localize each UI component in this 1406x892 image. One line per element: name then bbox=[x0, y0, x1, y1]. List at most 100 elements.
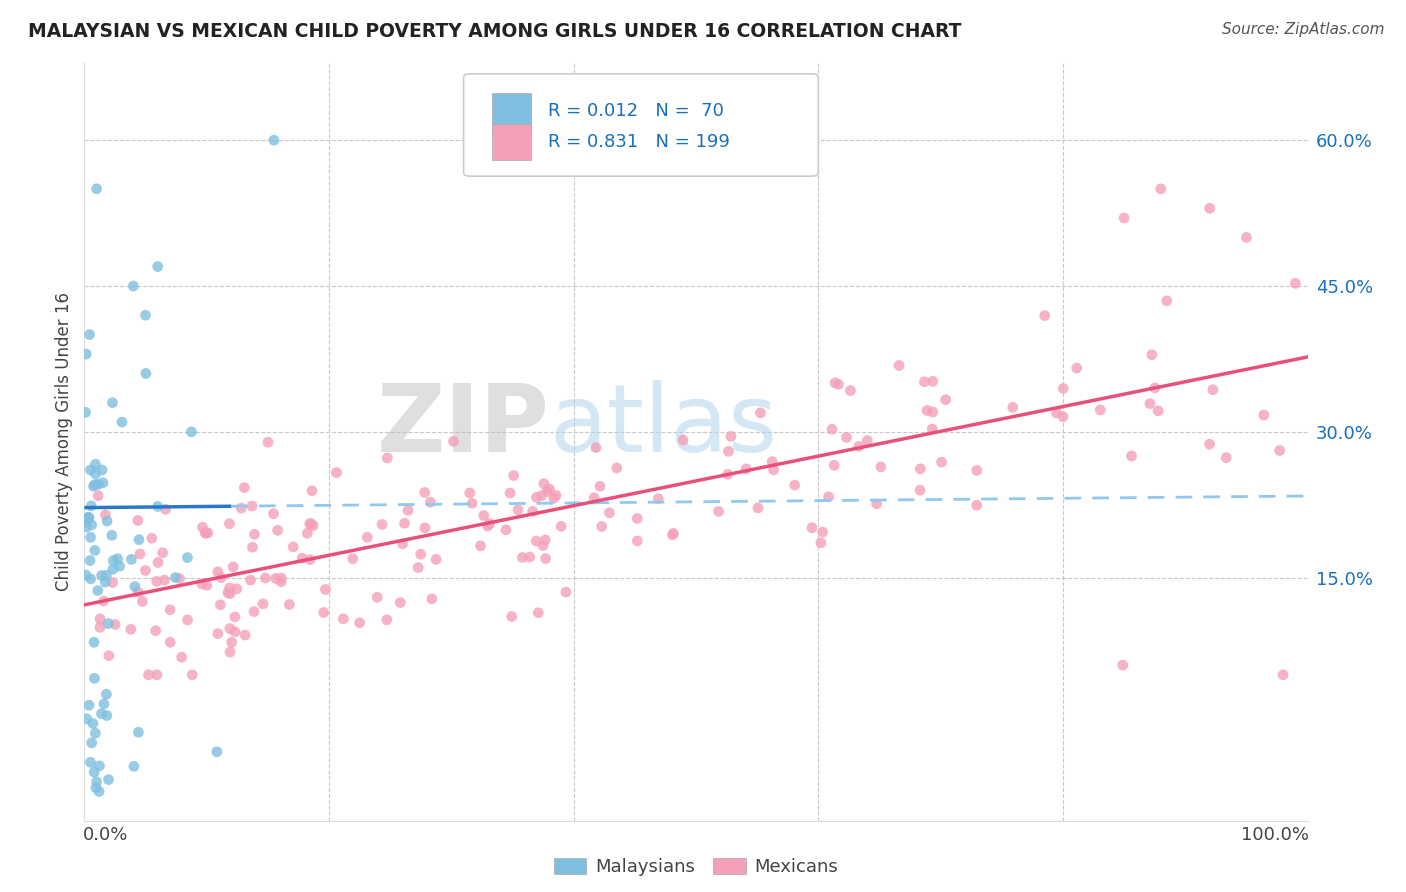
Text: ZIP: ZIP bbox=[377, 380, 550, 473]
Point bbox=[1268, 443, 1291, 458]
Point bbox=[302, 518, 325, 533]
Point bbox=[1066, 361, 1088, 376]
Point bbox=[821, 422, 844, 436]
Point bbox=[127, 725, 149, 739]
Point bbox=[606, 461, 628, 475]
Point bbox=[921, 422, 943, 436]
Point bbox=[233, 481, 256, 495]
Point bbox=[810, 536, 832, 550]
Point bbox=[128, 533, 150, 547]
Point bbox=[77, 512, 100, 526]
Point bbox=[406, 560, 429, 574]
Point bbox=[93, 697, 115, 711]
Point bbox=[135, 308, 157, 322]
Point bbox=[127, 514, 149, 528]
Point bbox=[312, 606, 335, 620]
Point bbox=[522, 504, 544, 518]
Point bbox=[717, 444, 740, 458]
Point bbox=[1236, 230, 1258, 244]
Point bbox=[824, 376, 846, 390]
Legend: Malaysians, Mexicans: Malaysians, Mexicans bbox=[547, 851, 845, 884]
Point bbox=[91, 463, 114, 477]
Point bbox=[84, 457, 107, 471]
Point bbox=[84, 726, 107, 740]
Point bbox=[283, 540, 305, 554]
Point bbox=[89, 612, 111, 626]
Point bbox=[146, 260, 169, 274]
Point bbox=[75, 520, 97, 534]
Point bbox=[83, 671, 105, 685]
Point bbox=[101, 528, 124, 542]
Point bbox=[530, 489, 553, 503]
Point bbox=[1140, 348, 1163, 362]
Point bbox=[254, 571, 277, 585]
Point bbox=[87, 489, 110, 503]
Point bbox=[783, 478, 806, 492]
Point bbox=[1114, 211, 1136, 225]
Point bbox=[512, 550, 534, 565]
Point bbox=[84, 467, 107, 481]
Point bbox=[75, 568, 97, 582]
Point bbox=[101, 562, 124, 576]
Point bbox=[931, 455, 953, 469]
Point bbox=[83, 765, 105, 780]
Point bbox=[79, 572, 101, 586]
Point bbox=[90, 706, 112, 721]
Point bbox=[80, 736, 103, 750]
Point bbox=[239, 573, 262, 587]
Point bbox=[180, 425, 202, 439]
Point bbox=[86, 774, 108, 789]
Point bbox=[1253, 408, 1275, 422]
Point bbox=[749, 406, 772, 420]
Point bbox=[76, 712, 98, 726]
Point bbox=[97, 616, 120, 631]
Point bbox=[242, 541, 264, 555]
Point bbox=[915, 403, 938, 417]
Point bbox=[1150, 182, 1173, 196]
Point bbox=[257, 435, 280, 450]
Point bbox=[910, 462, 932, 476]
Point bbox=[477, 519, 499, 533]
Point bbox=[1156, 293, 1178, 308]
Point bbox=[181, 668, 204, 682]
Point bbox=[104, 617, 127, 632]
Point bbox=[195, 578, 218, 592]
Point bbox=[79, 463, 101, 477]
Point bbox=[224, 610, 246, 624]
Point bbox=[86, 182, 108, 196]
Point bbox=[194, 526, 217, 541]
Point bbox=[266, 523, 288, 537]
Point bbox=[83, 635, 105, 649]
Point bbox=[217, 585, 239, 599]
Point bbox=[90, 568, 112, 582]
Point bbox=[219, 645, 242, 659]
Point bbox=[935, 392, 957, 407]
Point bbox=[1052, 409, 1074, 424]
Point bbox=[79, 756, 101, 770]
Point bbox=[762, 463, 785, 477]
Point bbox=[176, 550, 198, 565]
Point bbox=[298, 516, 321, 531]
Point bbox=[197, 525, 219, 540]
Point bbox=[80, 499, 103, 513]
Point bbox=[191, 577, 214, 591]
Point bbox=[506, 502, 529, 516]
Point bbox=[87, 477, 110, 491]
Point bbox=[1198, 201, 1220, 215]
Point bbox=[394, 516, 416, 531]
Point bbox=[97, 772, 120, 787]
Point bbox=[145, 624, 167, 638]
Point bbox=[626, 511, 648, 525]
Point bbox=[672, 433, 695, 447]
Point bbox=[221, 635, 243, 649]
Point bbox=[519, 549, 541, 564]
Point bbox=[662, 526, 685, 541]
Point bbox=[366, 591, 388, 605]
Point bbox=[908, 483, 931, 498]
Point bbox=[207, 626, 229, 640]
Point bbox=[243, 527, 266, 541]
Point bbox=[297, 526, 319, 541]
Point bbox=[1001, 401, 1024, 415]
Point bbox=[103, 553, 125, 567]
Point bbox=[356, 530, 378, 544]
